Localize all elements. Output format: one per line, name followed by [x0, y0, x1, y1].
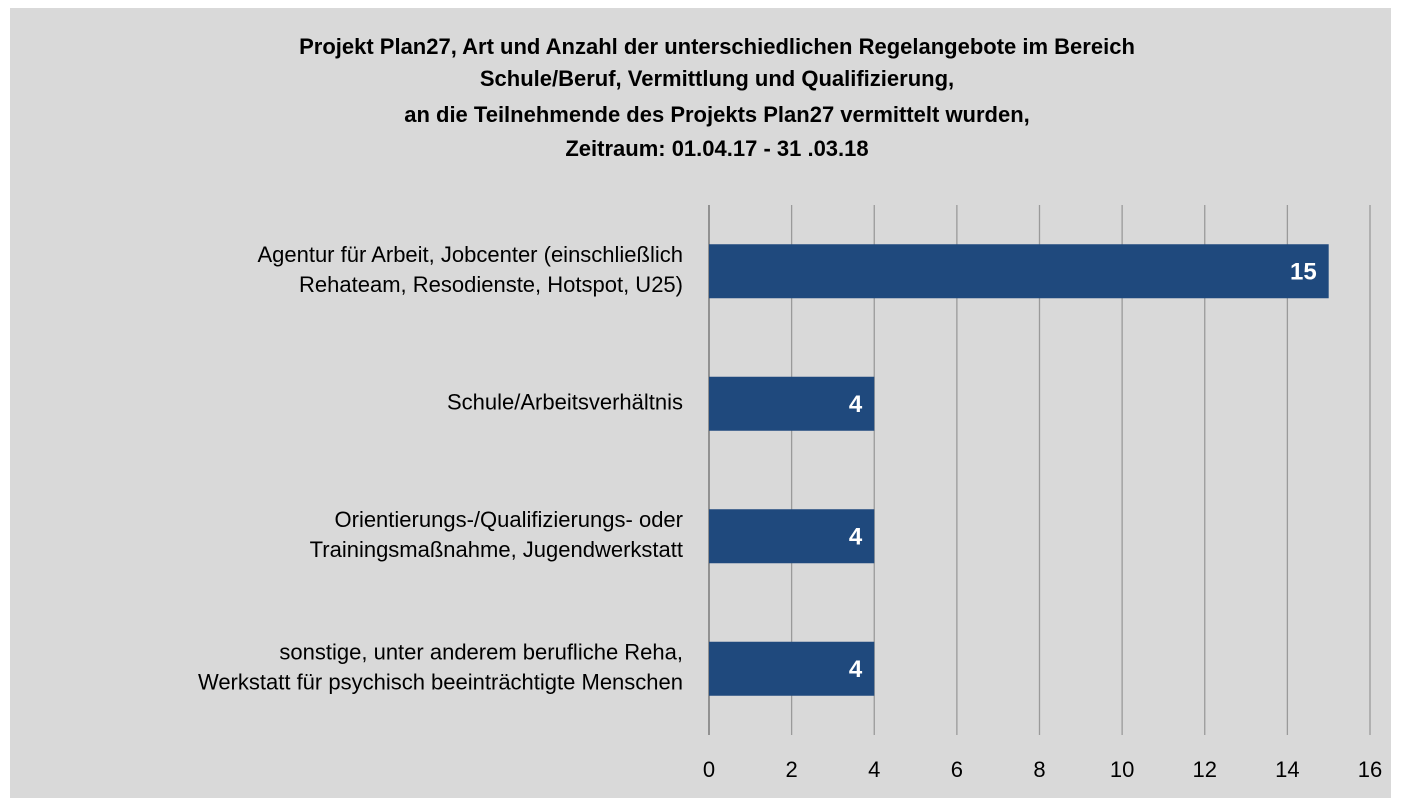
- x-tick-label: 8: [1033, 757, 1045, 782]
- x-tick-label: 10: [1110, 757, 1134, 782]
- chart-title: Zeitraum: 01.04.17 - 31 .03.18: [565, 136, 868, 161]
- bar: [709, 376, 875, 431]
- data-label: 4: [849, 656, 863, 683]
- x-tick-label: 14: [1275, 757, 1299, 782]
- data-label: 15: [1290, 259, 1317, 286]
- x-tick-label: 12: [1193, 757, 1217, 782]
- bar: [709, 641, 875, 696]
- y-tick-label: Trainingsmaßnahme, Jugendwerkstatt: [310, 537, 683, 562]
- data-label: 4: [849, 391, 863, 418]
- y-tick-label: Rehateam, Resodienste, Hotspot, U25): [299, 272, 683, 297]
- data-label: 4: [849, 524, 863, 551]
- y-tick-label: Werkstatt für psychisch beeinträchtigte …: [198, 670, 683, 695]
- y-tick-label: Schule/Arbeitsverhältnis: [447, 390, 683, 415]
- chart-background: [10, 8, 1391, 798]
- chart-title: Projekt Plan27, Art und Anzahl der unter…: [299, 34, 1135, 59]
- x-tick-label: 2: [786, 757, 798, 782]
- y-tick-label: sonstige, unter anderem berufliche Reha,: [279, 640, 683, 665]
- chart-title: an die Teilnehmende des Projekts Plan27 …: [404, 102, 1030, 127]
- x-tick-label: 0: [703, 757, 715, 782]
- bar: [709, 509, 875, 564]
- x-tick-label: 16: [1358, 757, 1382, 782]
- chart-title: Schule/Beruf, Vermittlung und Qualifizie…: [480, 66, 954, 91]
- y-tick-label: Orientierungs-/Qualifizierungs- oder: [335, 507, 684, 532]
- x-tick-label: 6: [951, 757, 963, 782]
- x-tick-label: 4: [868, 757, 880, 782]
- bar: [709, 244, 1329, 299]
- y-tick-label: Agentur für Arbeit, Jobcenter (einschlie…: [257, 242, 683, 267]
